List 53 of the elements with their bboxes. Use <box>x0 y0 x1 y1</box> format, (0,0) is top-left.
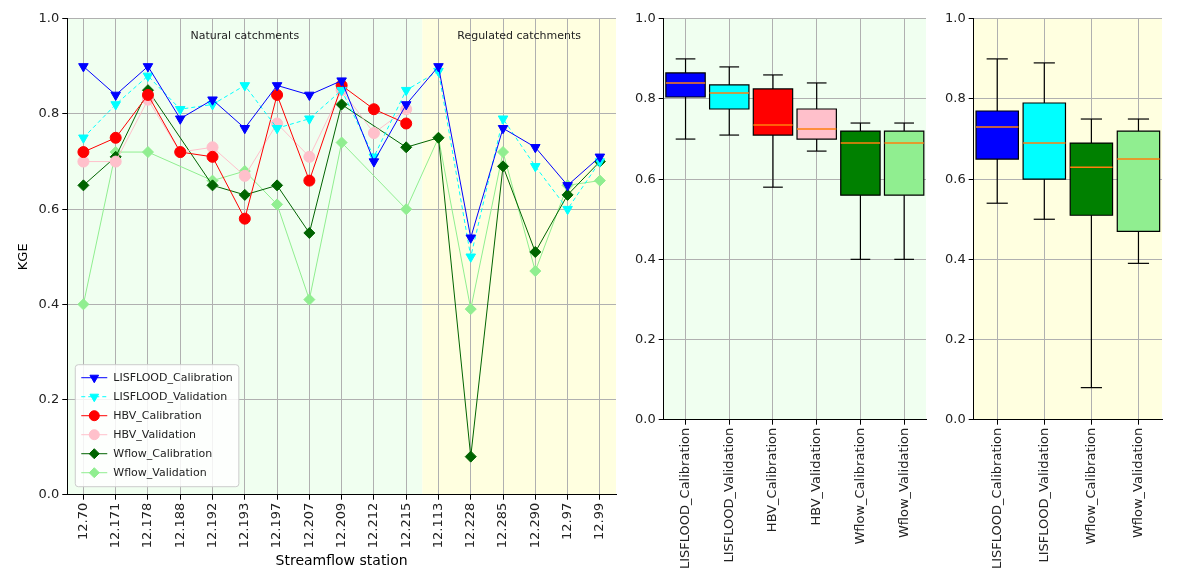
x-tick-label: 12.188 <box>171 502 187 549</box>
x-tick-label: HBV_Validation <box>808 427 824 526</box>
x-tick-label: 12.212 <box>365 502 381 549</box>
x-tick-label: 12.215 <box>397 502 413 549</box>
y-tick-label: 1.0 <box>38 10 60 26</box>
x-tick-label: 12.97 <box>558 502 574 540</box>
x-tick-label: LISFLOOD_Validation <box>720 427 736 563</box>
legend-label: HBV_Calibration <box>113 408 202 422</box>
y-tick-label: 1.0 <box>944 10 966 26</box>
y-tick-label: 0.8 <box>634 90 656 106</box>
y-tick-label: 1.0 <box>634 10 656 26</box>
x-tick-label: 12.209 <box>333 502 349 549</box>
y-tick-label: 0.6 <box>38 200 60 216</box>
y-tick-label: 0.2 <box>38 390 60 406</box>
x-tick-label: 12.99 <box>591 502 607 540</box>
x-tick-label: 12.192 <box>203 502 219 549</box>
x-tick-label: 12.113 <box>429 502 445 549</box>
x-tick-label: 12.207 <box>300 502 316 549</box>
x-tick-label: 12.228 <box>462 502 478 549</box>
x-tick-label: Wflow_Validation <box>895 427 911 539</box>
x-tick-label: 12.285 <box>494 502 510 549</box>
x-tick-label: Wflow_Validation <box>1129 427 1145 539</box>
y-tick-label: 0.4 <box>634 250 656 266</box>
legend-label: Wflow_Calibration <box>113 446 213 460</box>
x-tick-label: HBV_Calibration <box>764 427 780 533</box>
y-tick-label: 0.2 <box>634 330 656 346</box>
x-tick-label: 12.178 <box>139 502 155 549</box>
y-tick-label: 0.8 <box>38 105 60 121</box>
x-tick-label: Wflow_Calibration <box>851 427 867 545</box>
x-tick-label: 12.171 <box>107 502 123 549</box>
y-tick-label: 0.4 <box>944 250 966 266</box>
y-tick-label: 0.0 <box>634 411 656 427</box>
y-axis-title: KGE <box>15 243 31 271</box>
y-tick-label: 0.4 <box>38 295 60 311</box>
x-tick-label: LISFLOOD_Calibration <box>676 427 692 569</box>
x-tick-label: Wflow_Calibration <box>1082 427 1098 545</box>
x-tick-label: LISFLOOD_Validation <box>1035 427 1051 563</box>
y-tick-label: 0.2 <box>944 330 966 346</box>
band-label: Regulated catchments <box>457 29 582 43</box>
x-tick-label: 12.70 <box>74 502 90 540</box>
y-tick-label: 0.6 <box>944 170 966 186</box>
x-tick-label: LISFLOOD_Calibration <box>988 427 1004 569</box>
x-axis-title: Streamflow station <box>275 552 408 569</box>
y-tick-label: 0.0 <box>38 486 60 502</box>
y-tick-label: 0.6 <box>634 170 656 186</box>
x-tick-label: 12.197 <box>268 502 284 549</box>
x-tick-label: 12.193 <box>236 502 252 549</box>
y-tick-label: 0.8 <box>944 90 966 106</box>
y-tick-label: 0.0 <box>944 411 966 427</box>
x-tick-label: 12.290 <box>526 502 542 549</box>
legend-label: LISFLOOD_Validation <box>113 389 228 403</box>
legend-label: LISFLOOD_Calibration <box>113 370 233 384</box>
band-label: Natural catchments <box>190 29 300 43</box>
